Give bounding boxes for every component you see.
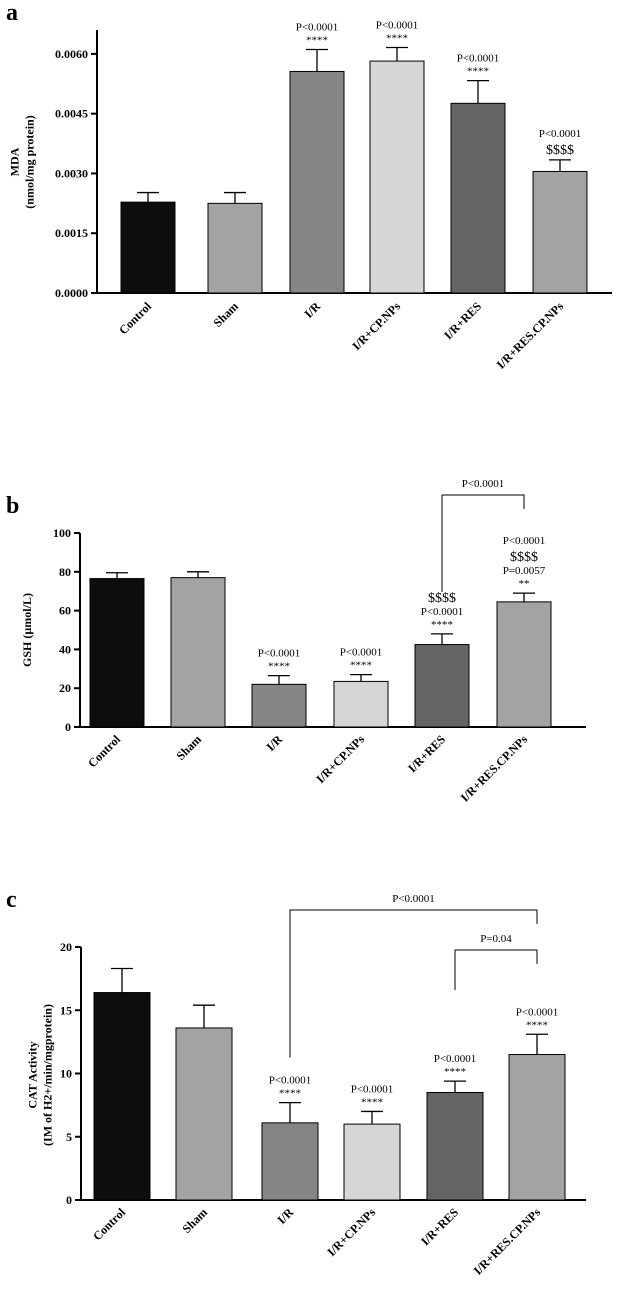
x-tick-label: I/R+RES [405,732,448,775]
bar [508,1054,566,1201]
x-tick-label: Control [85,732,123,770]
comparison-bracket [454,949,538,990]
significance-annotation: **** [444,1066,466,1078]
x-tick-label: I/R+RES.CP.NPs [494,299,567,372]
significance-annotation: $$$$ [510,550,538,565]
bar [496,601,552,728]
bar [170,577,226,728]
y-axis-label-line: (IM of H2+/min/mgprotein) [41,1004,55,1146]
x-tick-label: I/R [301,299,323,321]
y-tick-label: 15 [60,1003,72,1017]
y-tick-label: 100 [53,526,71,540]
bar [450,102,506,294]
bar [93,992,151,1201]
y-tick-label: 5 [66,1130,72,1144]
x-tick-label: Sham [210,299,241,330]
bar [207,202,263,294]
y-tick-label: 0.0000 [55,286,88,300]
significance-annotation: P<0.0001 [539,128,582,140]
y-tick-label: 0.0045 [55,107,88,121]
panel-letter: b [6,493,19,519]
significance-annotation: $$$$ [546,143,574,158]
y-axis-label: GSH (µmol/L) [20,593,34,667]
bar [120,201,176,294]
y-tick-label: 40 [59,642,71,656]
bar [333,680,389,728]
y-axis-label-line: MDA [8,147,22,176]
y-axis-label: CAT Activity (IM of H2+/min/mgprotein) [26,1004,55,1146]
y-tick-label: 0.0030 [55,166,88,180]
comparison-bracket [289,909,538,1058]
bar [251,683,307,728]
y-axis-label-line: CAT Activity [26,1041,40,1108]
comparison-bracket-label: P<0.0001 [392,893,435,905]
significance-annotation: P<0.0001 [296,22,339,34]
y-tick-label: 80 [59,565,71,579]
chart-panel-c: c CAT Activity (IM of H2+/min/mgprotein) 0 5… [6,887,586,1278]
bar [289,70,345,294]
significance-annotation: **** [268,661,290,673]
bar [343,1123,401,1201]
bar [175,1027,233,1201]
significance-annotation: **** [279,1088,301,1100]
significance-annotation: **** [467,66,489,78]
panel-letter: a [6,0,18,26]
bar [532,170,588,294]
x-tick-label: I/R+CP.NPs [313,732,367,786]
x-tick-label: I/R+RES [441,299,484,342]
y-tick-label: 0.0060 [55,47,88,61]
bar [89,578,145,728]
y-axis-label-line: GSH (µmol/L) [20,593,34,667]
y-axis-label-line: (nmol/mg protein) [23,115,37,208]
x-tick-label: Control [116,299,154,337]
comparison-bracket [441,494,525,592]
y-tick-label: 0 [65,720,71,734]
bar [426,1091,484,1201]
chart-panel-a: a MDA (nmol/mg protein) 0.0000 0.0015 0.0030 0… [6,0,612,372]
x-tick-label: I/R+RES.CP.NPs [471,1205,544,1278]
y-tick-label: 20 [59,681,71,695]
comparison-bracket-label: P<0.0001 [462,478,505,490]
significance-annotation: P=0.0057 [503,565,546,577]
significance-annotation: P<0.0001 [269,1075,312,1087]
significance-annotation: P<0.0001 [421,606,464,618]
x-tick-label: I/R [274,1205,296,1227]
y-tick-label: 60 [59,604,71,618]
significance-annotation: P<0.0001 [434,1053,477,1065]
significance-annotation: **** [526,1019,548,1031]
panel-letter: c [6,887,17,913]
x-tick-label: I/R+RES.CP.NPs [458,732,531,805]
x-tick-label: I/R+RES [418,1205,461,1248]
significance-annotation: P<0.0001 [351,1083,394,1095]
comparison-bracket-label: P=0.04 [480,933,512,945]
x-tick-label: Sham [179,1205,210,1236]
y-tick-label: 20 [60,940,72,954]
significance-annotation: P<0.0001 [516,1006,559,1018]
significance-annotation: P<0.0001 [457,53,500,65]
significance-annotation: **** [386,33,408,45]
bar [414,644,470,728]
significance-annotation: P<0.0001 [340,647,383,659]
significance-annotation: **** [306,35,328,47]
bar [261,1122,319,1201]
x-tick-label: I/R+CP.NPs [324,1205,378,1259]
significance-annotation: P<0.0001 [503,535,546,547]
x-tick-label: Control [90,1205,128,1243]
bar [369,60,425,294]
y-axis-label: MDA (nmol/mg protein) [8,115,37,208]
x-tick-label: Sham [173,732,204,763]
significance-annotation: P<0.0001 [258,648,301,660]
significance-annotation: **** [350,660,372,672]
y-tick-label: 10 [60,1067,72,1081]
significance-annotation: P<0.0001 [376,20,419,32]
y-tick-label: 0.0015 [55,226,88,240]
x-tick-label: I/R [263,732,285,754]
x-tick-label: I/R+CP.NPs [349,299,403,353]
significance-annotation: **** [431,619,453,631]
significance-annotation: ** [519,578,530,590]
significance-annotation: $$$$ [428,591,456,606]
significance-annotation: **** [361,1096,383,1108]
y-tick-label: 0 [66,1193,72,1207]
